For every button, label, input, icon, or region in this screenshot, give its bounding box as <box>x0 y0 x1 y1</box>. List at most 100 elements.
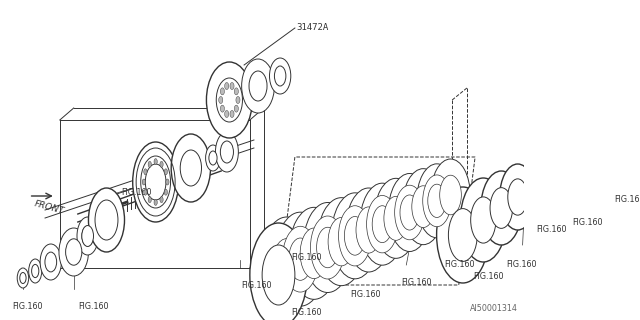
Ellipse shape <box>275 212 326 306</box>
Ellipse shape <box>367 196 398 253</box>
Ellipse shape <box>205 145 220 171</box>
Ellipse shape <box>582 148 586 155</box>
Ellipse shape <box>236 97 240 103</box>
Ellipse shape <box>20 274 26 282</box>
Ellipse shape <box>260 217 313 313</box>
Ellipse shape <box>423 175 451 227</box>
Ellipse shape <box>356 207 381 253</box>
Ellipse shape <box>250 223 307 320</box>
Ellipse shape <box>400 195 419 230</box>
Ellipse shape <box>310 216 345 279</box>
Text: FIG.160: FIG.160 <box>401 278 432 287</box>
Ellipse shape <box>242 59 275 113</box>
Text: FIG.160: FIG.160 <box>351 290 381 299</box>
Text: FIG.160: FIG.160 <box>291 308 321 317</box>
Ellipse shape <box>82 226 93 246</box>
Ellipse shape <box>180 150 202 186</box>
Ellipse shape <box>576 144 580 151</box>
Ellipse shape <box>449 209 477 261</box>
Ellipse shape <box>431 159 470 231</box>
Ellipse shape <box>262 245 295 305</box>
Ellipse shape <box>220 141 234 163</box>
Text: FIG.160: FIG.160 <box>474 272 504 281</box>
Ellipse shape <box>219 97 223 103</box>
Ellipse shape <box>481 171 522 245</box>
Ellipse shape <box>234 88 238 95</box>
Text: FIG.160: FIG.160 <box>242 281 272 290</box>
Ellipse shape <box>569 156 573 164</box>
Ellipse shape <box>374 178 418 258</box>
Ellipse shape <box>164 189 168 195</box>
Ellipse shape <box>571 165 575 172</box>
Ellipse shape <box>470 197 496 243</box>
Ellipse shape <box>395 185 424 240</box>
Ellipse shape <box>45 252 57 272</box>
Ellipse shape <box>160 161 163 167</box>
Ellipse shape <box>428 184 446 218</box>
Ellipse shape <box>582 100 631 186</box>
Ellipse shape <box>282 226 318 292</box>
Text: FIG.160: FIG.160 <box>444 260 474 269</box>
Ellipse shape <box>59 228 88 276</box>
Ellipse shape <box>289 238 312 280</box>
Ellipse shape <box>328 218 355 266</box>
Ellipse shape <box>490 188 513 228</box>
Ellipse shape <box>225 83 228 90</box>
Ellipse shape <box>554 167 560 179</box>
Ellipse shape <box>388 173 431 252</box>
Ellipse shape <box>303 203 352 292</box>
Ellipse shape <box>88 188 125 252</box>
Ellipse shape <box>384 196 408 240</box>
Ellipse shape <box>372 206 392 243</box>
Ellipse shape <box>230 110 234 117</box>
Ellipse shape <box>95 200 118 240</box>
Ellipse shape <box>592 119 620 167</box>
Ellipse shape <box>31 264 39 277</box>
Ellipse shape <box>618 110 640 150</box>
Ellipse shape <box>508 179 527 215</box>
Ellipse shape <box>160 197 163 203</box>
Ellipse shape <box>220 105 225 112</box>
Ellipse shape <box>66 239 82 265</box>
Text: FIG.160: FIG.160 <box>572 218 602 227</box>
Ellipse shape <box>29 259 42 283</box>
Ellipse shape <box>582 165 586 172</box>
Ellipse shape <box>164 169 168 175</box>
Ellipse shape <box>344 217 365 255</box>
Text: FIG.160: FIG.160 <box>12 302 43 311</box>
Text: FIG.160: FIG.160 <box>121 188 152 197</box>
Ellipse shape <box>249 71 267 101</box>
Ellipse shape <box>623 120 635 140</box>
Ellipse shape <box>220 88 225 95</box>
Ellipse shape <box>17 268 29 288</box>
Ellipse shape <box>360 183 404 265</box>
Ellipse shape <box>300 228 328 279</box>
Ellipse shape <box>77 217 99 255</box>
Text: 31472A: 31472A <box>296 22 329 31</box>
Ellipse shape <box>142 179 145 185</box>
Ellipse shape <box>20 273 26 284</box>
Ellipse shape <box>436 187 489 283</box>
Ellipse shape <box>132 142 179 222</box>
Text: AI50001314: AI50001314 <box>470 304 518 313</box>
Ellipse shape <box>550 161 564 185</box>
Ellipse shape <box>272 239 301 292</box>
Ellipse shape <box>234 105 238 112</box>
Text: FIG.160: FIG.160 <box>291 253 321 262</box>
Ellipse shape <box>576 169 580 176</box>
Ellipse shape <box>225 110 228 117</box>
Ellipse shape <box>154 199 157 205</box>
Ellipse shape <box>144 169 147 175</box>
Ellipse shape <box>144 189 147 195</box>
Ellipse shape <box>317 198 365 286</box>
Text: FRONT: FRONT <box>33 200 65 216</box>
Ellipse shape <box>275 66 286 86</box>
Ellipse shape <box>166 179 169 185</box>
Text: FIG.160: FIG.160 <box>536 225 567 234</box>
Ellipse shape <box>230 83 234 90</box>
Ellipse shape <box>332 193 378 279</box>
Ellipse shape <box>216 78 243 122</box>
Ellipse shape <box>148 161 152 167</box>
Ellipse shape <box>500 164 536 230</box>
Ellipse shape <box>289 207 339 299</box>
